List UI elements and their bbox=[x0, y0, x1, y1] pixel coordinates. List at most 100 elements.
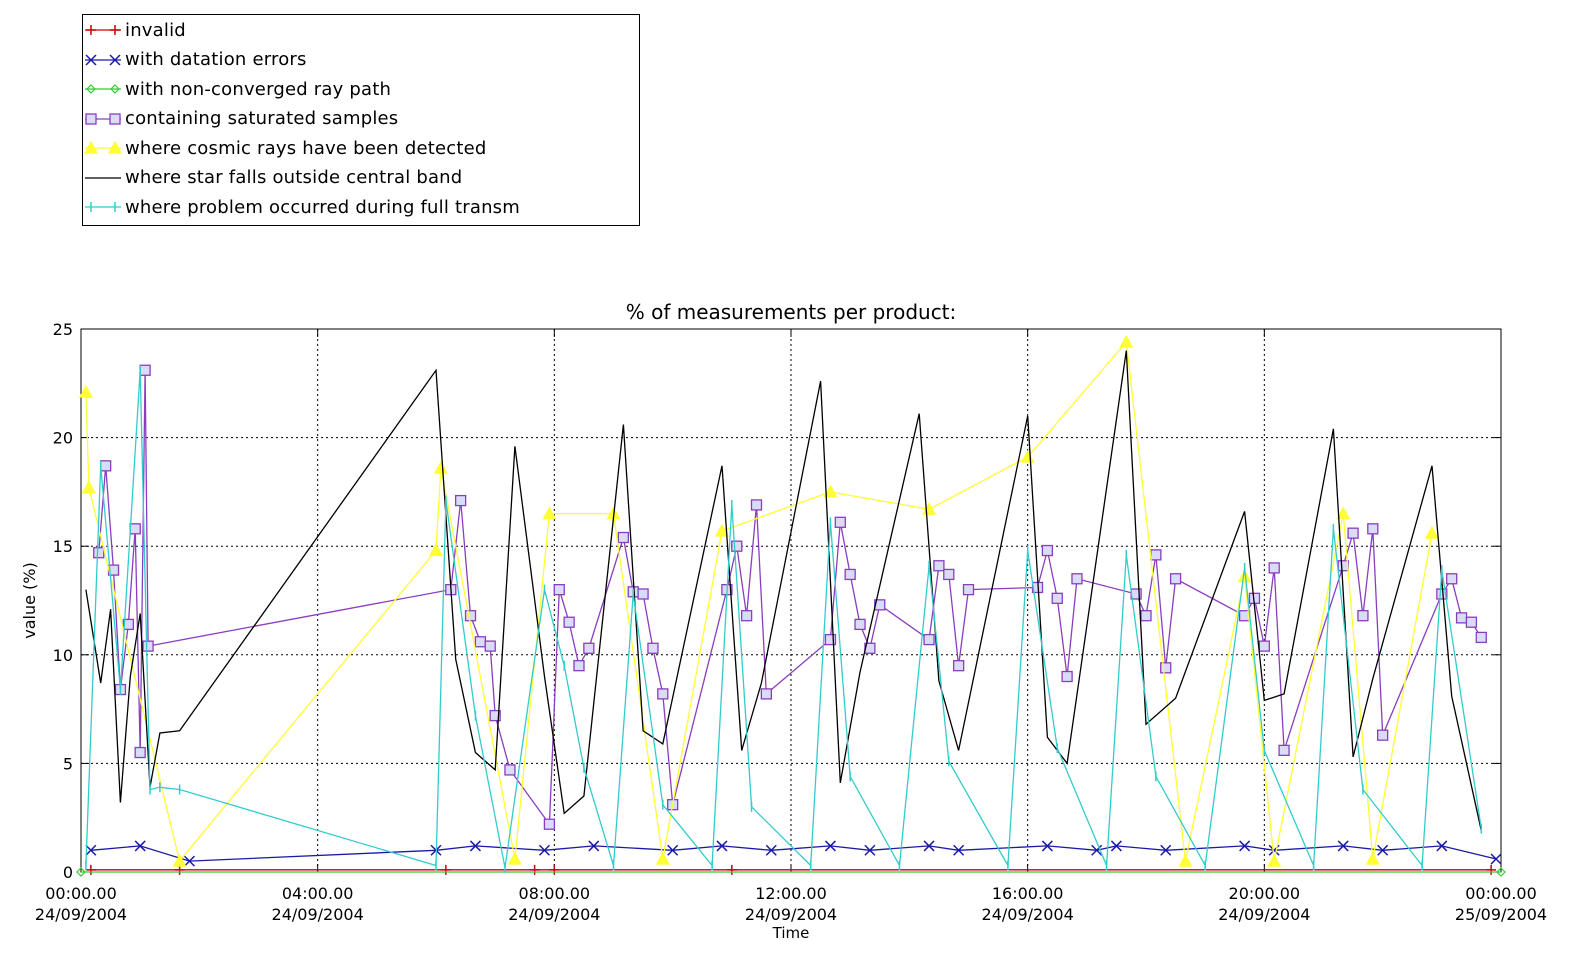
data-point bbox=[538, 844, 551, 856]
data-point bbox=[1486, 864, 1497, 875]
data-point bbox=[1490, 853, 1502, 865]
legend-item: with datation errors bbox=[83, 48, 307, 72]
data-point bbox=[440, 864, 451, 875]
data-point bbox=[1278, 744, 1290, 757]
legend-swatch bbox=[85, 25, 121, 35]
legend-swatch-marker bbox=[107, 140, 123, 154]
data-point bbox=[542, 506, 557, 520]
data-point bbox=[507, 851, 522, 865]
data-point bbox=[864, 844, 876, 856]
series-containing-saturated-samples bbox=[93, 364, 1487, 830]
legend-swatch bbox=[85, 84, 121, 94]
data-point bbox=[1347, 527, 1359, 539]
chart-legend: invalid with datation errors with non-conv… bbox=[82, 14, 640, 226]
data-point bbox=[760, 688, 772, 700]
legend-swatch-marker bbox=[110, 25, 120, 35]
data-point bbox=[657, 688, 669, 700]
data-point bbox=[617, 531, 630, 544]
legend-item: with non-converged ray path bbox=[83, 77, 391, 101]
data-point bbox=[1455, 612, 1468, 624]
data-point bbox=[1377, 729, 1389, 741]
legend-item: invalid bbox=[83, 18, 186, 42]
x-tick-label-date: 24/09/2004 bbox=[272, 905, 364, 924]
legend-swatch bbox=[85, 202, 121, 212]
legend-label: containing saturated samples bbox=[125, 108, 399, 129]
data-point bbox=[933, 560, 945, 572]
legend-label: where cosmic rays have been detected bbox=[125, 137, 487, 159]
data-point bbox=[726, 864, 737, 875]
data-point bbox=[142, 640, 154, 652]
data-point bbox=[740, 610, 753, 622]
data-point bbox=[85, 864, 96, 875]
data-point bbox=[1178, 853, 1193, 867]
data-point bbox=[1239, 840, 1251, 852]
data-point bbox=[1424, 525, 1439, 539]
data-point bbox=[489, 709, 501, 722]
data-point bbox=[183, 855, 196, 867]
data-point bbox=[573, 660, 585, 672]
x-tick-label-date: 24/09/2004 bbox=[982, 905, 1074, 924]
data-point bbox=[1160, 844, 1172, 856]
legend-swatch-marker bbox=[109, 53, 121, 66]
data-point bbox=[667, 844, 679, 856]
legend-swatch bbox=[85, 176, 121, 179]
data-point bbox=[455, 494, 467, 507]
data-point bbox=[588, 840, 600, 852]
legend-swatch bbox=[85, 53, 121, 66]
data-point bbox=[1377, 844, 1389, 856]
data-point bbox=[76, 867, 86, 877]
legend-item: where problem occurred during full trans… bbox=[83, 195, 520, 219]
data-point bbox=[1041, 840, 1053, 852]
data-point bbox=[1436, 840, 1448, 852]
legend-swatch-marker bbox=[85, 112, 97, 125]
series-line bbox=[98, 370, 1482, 827]
data-point bbox=[714, 523, 729, 537]
data-point bbox=[469, 840, 481, 852]
x-tick-label-date: 24/09/2004 bbox=[745, 905, 837, 924]
data-point bbox=[1237, 569, 1252, 583]
x-tick-label-time: 08:00.00 bbox=[519, 884, 591, 903]
data-point bbox=[655, 851, 670, 865]
data-point bbox=[1496, 867, 1506, 877]
data-point bbox=[647, 642, 659, 654]
y-tick-label: 25 bbox=[53, 320, 73, 339]
chart-title: % of measurements per product: bbox=[626, 300, 957, 324]
data-point bbox=[85, 844, 97, 856]
legend-swatch-marker bbox=[110, 84, 120, 94]
data-point bbox=[172, 853, 187, 867]
data-point bbox=[731, 540, 743, 552]
data-point bbox=[923, 633, 935, 646]
y-tick-label: 10 bbox=[53, 646, 73, 665]
data-point bbox=[824, 840, 836, 852]
legend-label: with datation errors bbox=[125, 49, 307, 70]
x-axis-label: Time bbox=[772, 924, 810, 942]
data-point bbox=[824, 633, 837, 646]
data-point bbox=[1268, 562, 1280, 574]
x-tick-label-date: 25/09/2004 bbox=[1455, 905, 1547, 924]
series-where-problem-occurred-during-full-transm bbox=[85, 365, 1483, 873]
data-point bbox=[134, 840, 146, 852]
data-point bbox=[834, 516, 846, 528]
data-point bbox=[433, 460, 448, 474]
data-point bbox=[1061, 670, 1073, 683]
data-point bbox=[1051, 592, 1063, 604]
data-point bbox=[549, 864, 560, 875]
data-point bbox=[716, 840, 728, 852]
y-axis-label: value (%) bbox=[20, 562, 39, 638]
legend-swatch-marker bbox=[85, 53, 97, 66]
y-tick-label: 20 bbox=[53, 429, 73, 448]
data-point bbox=[1041, 544, 1054, 557]
data-point bbox=[1091, 844, 1103, 856]
legend-label: where star falls outside central band bbox=[125, 167, 463, 188]
y-tick-label: 15 bbox=[53, 537, 73, 556]
data-point bbox=[1140, 610, 1152, 622]
series-with-non-converged-ray-path bbox=[76, 867, 1506, 877]
data-point bbox=[474, 636, 487, 648]
data-point bbox=[484, 640, 496, 652]
data-point bbox=[637, 588, 649, 600]
data-point bbox=[563, 616, 575, 628]
x-tick-label-time: 16:00.00 bbox=[992, 884, 1064, 903]
data-point bbox=[765, 844, 777, 856]
x-tick-label-time: 04:00.00 bbox=[282, 884, 354, 903]
